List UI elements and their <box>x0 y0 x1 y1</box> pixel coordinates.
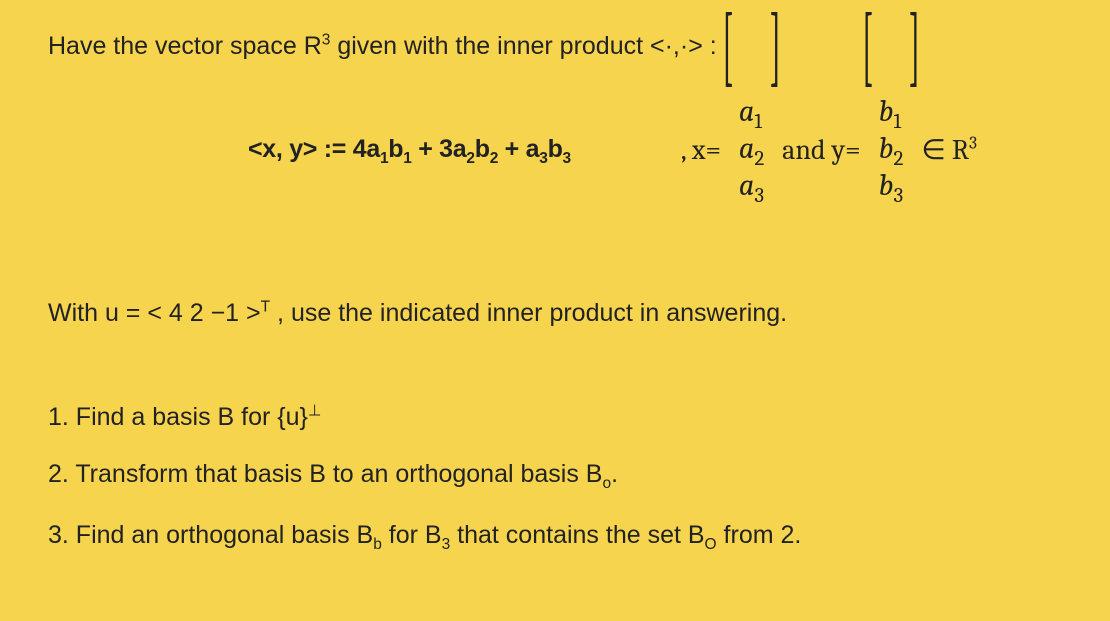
b1s: 1 <box>893 110 901 134</box>
a2s: 2 <box>754 147 764 171</box>
ip-lhs: <x, y> := 4a <box>248 135 380 163</box>
withu-suffix: , use the indicated inner product in ans… <box>270 299 787 327</box>
q3-p2: for B <box>382 521 442 549</box>
with-u-line: With u = < 4 2 −1 >T , use the indicated… <box>48 297 1062 331</box>
withu-sup: T <box>261 299 270 316</box>
q1: 1. Find a basis B for {u}⊥ <box>48 401 1062 435</box>
q2-p2: . <box>611 460 618 488</box>
q2-sub: o <box>602 475 611 492</box>
ip-in-text: ∈ R <box>921 134 969 166</box>
ip-in: ∈ R3 <box>921 132 977 170</box>
ip-s4: 2 <box>490 150 498 167</box>
b1: b <box>879 94 894 129</box>
x-vector: [ a1 a2 a3 ] <box>721 96 782 207</box>
q2: 2. Transform that basis B to an orthogon… <box>48 458 1062 495</box>
a1s: 1 <box>754 110 762 134</box>
ip-in-sup: 3 <box>969 134 977 154</box>
b3: b <box>879 168 894 203</box>
a1: a <box>739 94 754 129</box>
a2: a <box>739 131 754 166</box>
ip-p1: + 3a <box>412 135 467 163</box>
y-vector: [ b1 b2 b3 ] <box>861 96 922 207</box>
intro-suffix: given with the inner product <·,·> : <box>330 32 716 60</box>
questions: 1. Find a basis B for {u}⊥ 2. Transform … <box>48 401 1062 557</box>
q2-p1: 2. Transform that basis B to an orthogon… <box>48 460 602 488</box>
q3-p3: that contains the set B <box>450 521 704 549</box>
q3-s3: O <box>705 536 717 553</box>
b3s: 3 <box>893 184 903 208</box>
withu-prefix: With u = < 4 2 −1 > <box>48 299 261 327</box>
ip-x-eq: , x= <box>681 132 721 170</box>
ip-t3: b <box>548 135 563 163</box>
intro-prefix: Have the vector space R <box>48 32 322 60</box>
q3-s1: b <box>373 536 382 553</box>
inner-product-row: <x, y> := 4a1b1 + 3a2b2 + a3b3 , x= [ a1… <box>248 96 1062 207</box>
q3-s2: 3 <box>442 536 451 553</box>
ip-p2: + a <box>498 135 539 163</box>
ip-s2: 1 <box>403 150 411 167</box>
ip-t2: b <box>475 135 490 163</box>
ip-s6: 3 <box>563 150 571 167</box>
q3: 3. Find an orthogonal basis Bb for B3 th… <box>48 519 1062 556</box>
b2s: 2 <box>893 147 903 171</box>
a3s: 3 <box>754 184 764 208</box>
ip-s5: 3 <box>539 150 547 167</box>
a3: a <box>739 168 754 203</box>
ip-and: and y= <box>782 132 861 170</box>
q1-text: 1. Find a basis B for {u} <box>48 403 308 431</box>
ip-t1: b <box>388 135 403 163</box>
b2: b <box>879 131 894 166</box>
q3-p4: from 2. <box>717 521 802 549</box>
q3-p1: 3. Find an orthogonal basis B <box>48 521 373 549</box>
q1-sup: ⊥ <box>308 402 322 419</box>
ip-def: <x, y> := 4a1b1 + 3a2b2 + a3b3 <box>248 133 571 170</box>
ip-s3: 2 <box>466 150 474 167</box>
